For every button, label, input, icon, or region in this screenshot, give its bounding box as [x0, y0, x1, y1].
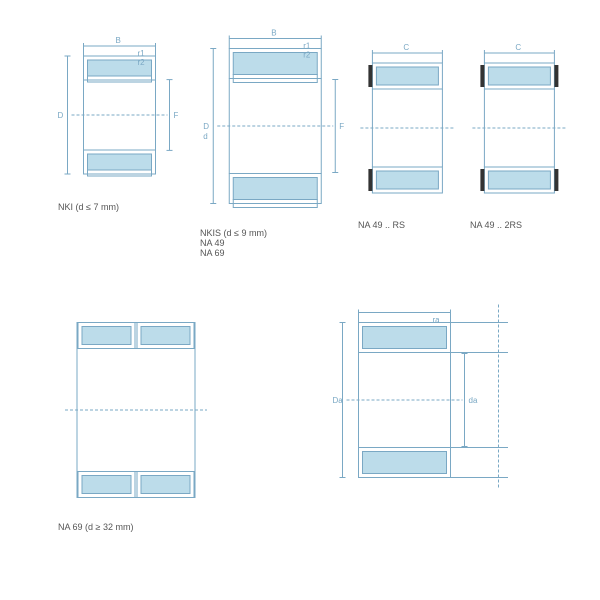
diagram-assembly: ra Da da: [278, 290, 508, 510]
svg-text:B: B: [271, 29, 276, 38]
svg-text:ra: ra: [433, 316, 441, 325]
svg-text:D: D: [203, 122, 209, 131]
svg-text:r1: r1: [138, 49, 146, 58]
caption-na49_rs: NA 49 .. RS: [358, 220, 405, 230]
caption-na69_big: NA 69 (d ≥ 32 mm): [58, 522, 133, 532]
diagram-na49_2rs: C: [460, 38, 568, 218]
svg-text:d: d: [203, 132, 207, 141]
svg-text:r2: r2: [303, 51, 311, 60]
diagram-na69_big: [48, 300, 208, 520]
svg-text:F: F: [339, 122, 344, 131]
svg-text:Da: Da: [333, 396, 344, 405]
svg-text:C: C: [403, 43, 409, 52]
svg-text:r2: r2: [138, 58, 146, 67]
diagram-na49_rs: C: [348, 38, 456, 218]
caption-na49_2rs: NA 49 .. 2RS: [470, 220, 522, 230]
svg-text:B: B: [116, 36, 121, 45]
svg-text:C: C: [515, 43, 521, 52]
diagram-nkis: Br1r2 Dd F: [190, 26, 345, 226]
svg-text:F: F: [174, 111, 179, 120]
svg-text:r1: r1: [303, 42, 311, 51]
svg-text:D: D: [58, 111, 64, 120]
caption-nki_small: NKI (d ≤ 7 mm): [58, 202, 119, 212]
diagram-nki_small: Br1r2 D F: [48, 30, 178, 200]
svg-text:da: da: [469, 396, 478, 405]
caption-nkis: NKIS (d ≤ 9 mm) NA 49 NA 69: [200, 228, 267, 258]
